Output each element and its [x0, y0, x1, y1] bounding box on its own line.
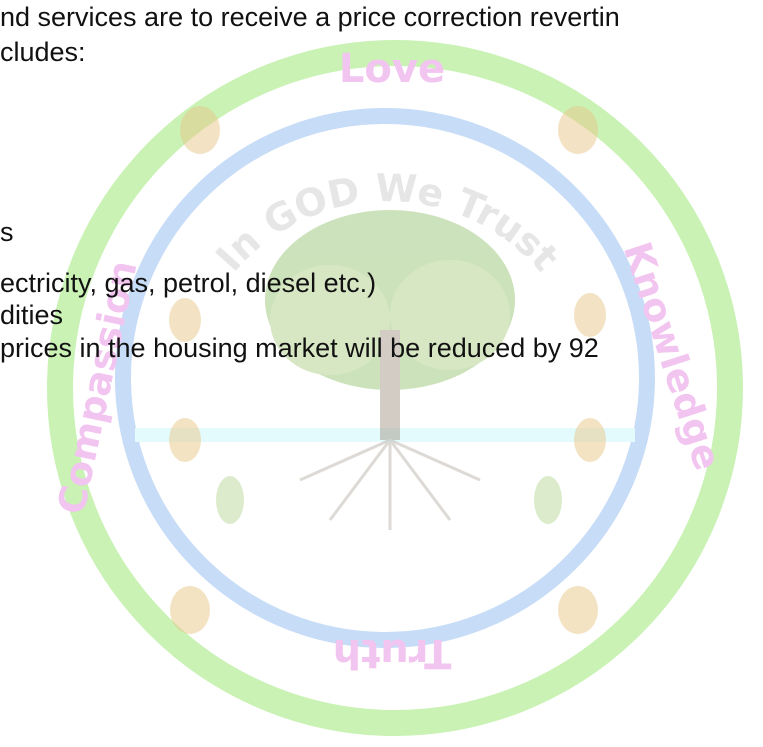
text-line: ectricity, gas, petrol, diesel etc.): [0, 268, 376, 299]
text-line: nd services are to receive a price corre…: [0, 2, 620, 33]
text-line: s: [0, 217, 14, 248]
watermark: Love Truth Compassion Knowledge In GOD W…: [0, 0, 763, 747]
watermark-top: Love: [339, 46, 445, 92]
tree: [265, 210, 515, 530]
text-line: dities: [0, 300, 63, 331]
page: Love Truth Compassion Knowledge In GOD W…: [0, 0, 763, 747]
text-line: cludes:: [0, 37, 86, 68]
text-line: prices in the housing market will be red…: [0, 333, 599, 364]
watermark-bottom: Truth: [333, 630, 452, 676]
